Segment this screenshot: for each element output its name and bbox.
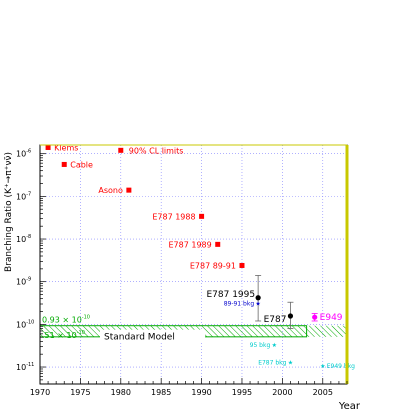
x-axis-label: Year <box>338 401 361 412</box>
background-label: E787 bkg <box>258 360 286 367</box>
x-tick-label: 1990 <box>191 388 211 397</box>
x-tick-label: 2005 <box>313 388 333 397</box>
grid-layer <box>39 145 347 384</box>
limit-label: Klems <box>54 143 78 152</box>
limit-marker <box>45 144 51 150</box>
limit-marker <box>126 187 132 193</box>
sm-upper-label: 0.93 × 10-10 <box>42 315 90 325</box>
background-star-marker: ★ <box>255 300 260 307</box>
y-tick-label: 10-6 <box>16 149 31 159</box>
e787-1995-marker <box>255 295 261 301</box>
y-tick-label: 10-8 <box>16 234 31 244</box>
limit-marker <box>61 161 67 167</box>
standard-model-band-layer: Standard Model 0.93 × 10-10 .51 × 10-10 <box>39 315 347 343</box>
x-tick-label: 1970 <box>30 388 50 397</box>
limit-label: E787 1989 <box>169 240 212 249</box>
legend-limit-marker <box>118 147 124 153</box>
x-tick-label: 1995 <box>232 388 252 397</box>
y-tick-label: 10-10 <box>16 319 34 329</box>
data-marks-layer: Klems Cable Asono E787 1988 E787 1989 E787 89… <box>45 143 355 370</box>
standard-model-label-bg <box>100 329 205 342</box>
y-tick-label: 10-9 <box>16 277 31 287</box>
limit-label: E787 1988 <box>152 212 195 221</box>
standard-model-band-extension <box>306 325 347 337</box>
limit-marker <box>239 262 245 268</box>
e787-1995-label: E787 1995 <box>206 290 255 300</box>
background-label: 89-91 bkg <box>224 300 255 307</box>
e949-label: E949 <box>320 313 343 323</box>
plot-area <box>40 145 347 384</box>
x-tick-label: 1980 <box>111 388 131 397</box>
background-star-marker: ★ <box>320 363 325 370</box>
axes-layer: 1970 1975 1980 1985 1990 1995 2000 2005 10-11 10-… <box>16 144 349 397</box>
y-axis-label: Branching Ratio (K⁺→π⁺νν̄) <box>4 152 14 272</box>
x-tick-label: 1975 <box>70 388 90 397</box>
legend-limit-label: 90% CL limits <box>129 146 184 155</box>
background-star-marker: ★ <box>288 360 293 367</box>
background-label: E949 bkg <box>327 363 355 370</box>
x-tick-label: 1985 <box>151 388 171 397</box>
background-star-marker: ★ <box>272 342 277 349</box>
background-label: 95 bkg <box>250 342 271 349</box>
y-tick-label: 10-7 <box>16 191 31 201</box>
limit-label: Cable <box>70 160 93 169</box>
y-tick-label: 10-11 <box>16 362 34 372</box>
limit-marker <box>215 241 221 247</box>
standard-model-label: Standard Model <box>104 333 175 343</box>
e787-marker <box>287 313 294 319</box>
x-tick-label: 2000 <box>272 388 292 397</box>
sm-lower-label: .51 × 10-10 <box>42 330 85 340</box>
e787-label: E787 <box>264 315 287 325</box>
limit-label: E787 89-91 <box>190 261 236 270</box>
limit-marker <box>199 213 205 219</box>
limit-label: Asono <box>98 186 123 195</box>
e949-marker <box>312 314 318 320</box>
